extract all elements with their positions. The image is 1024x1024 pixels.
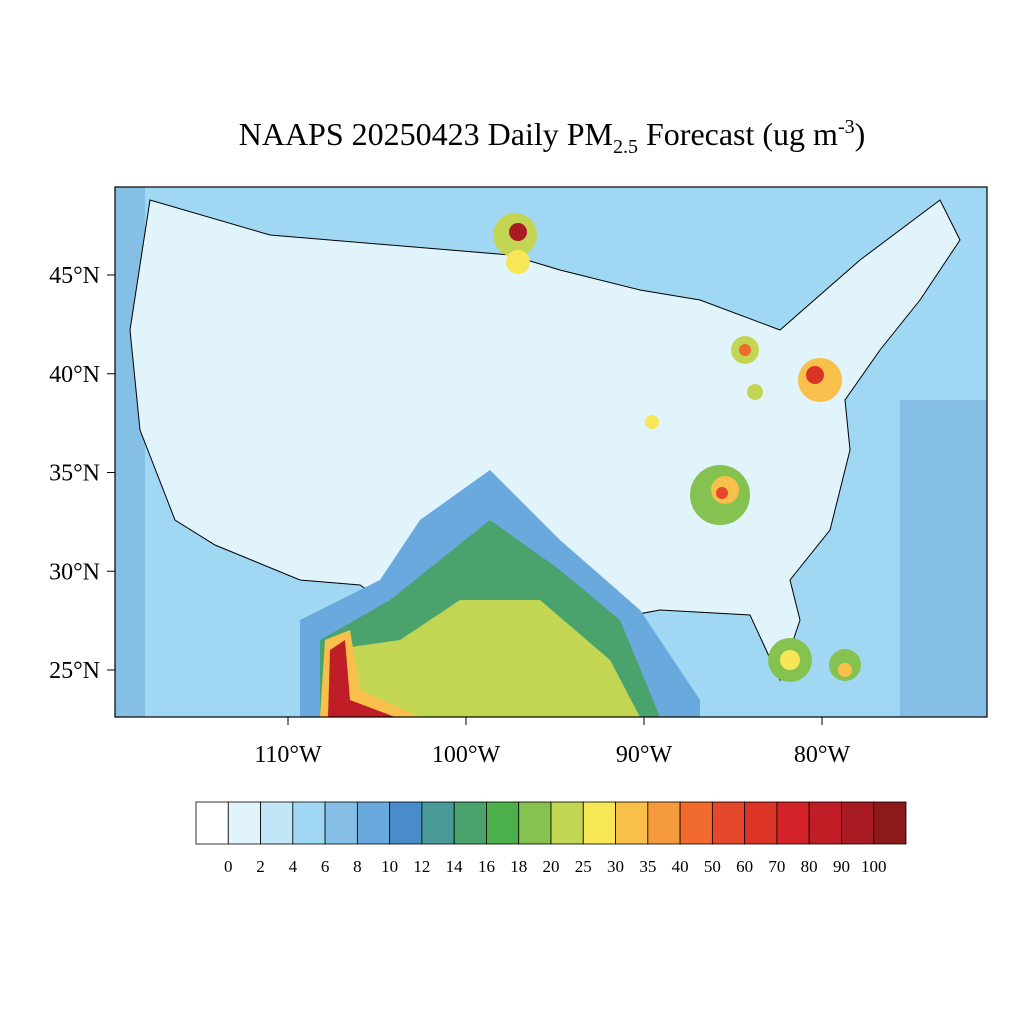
colorbar-label: 100 — [861, 857, 887, 876]
colorbar-label: 20 — [543, 857, 560, 876]
colorbar-box — [841, 801, 875, 845]
title-text: Forecast (ug m — [638, 116, 838, 152]
lon-tick-label: 90°W — [616, 742, 673, 768]
map-frame — [114, 186, 988, 718]
lat-tick-label: 30°N — [49, 559, 100, 585]
colorbar-box — [647, 801, 681, 845]
colorbar-box — [389, 801, 423, 845]
colorbar-label: 80 — [801, 857, 818, 876]
lat-tick-label: 25°N — [49, 658, 100, 684]
lat-tick-label: 40°N — [49, 362, 100, 388]
lat-tick-label: 35°N — [49, 461, 100, 487]
title: NAAPS 20250423 Daily PM2.5 Forecast (ug … — [239, 116, 866, 158]
colorbar-label: 10 — [381, 857, 398, 876]
title-sub: 2.5 — [613, 136, 638, 158]
colorbar-label: 35 — [639, 857, 656, 876]
colorbar-box — [873, 801, 907, 845]
colorbar-box — [227, 801, 261, 845]
colorbar-label: 0 — [224, 857, 233, 876]
colorbar-label: 40 — [672, 857, 689, 876]
colorbar-box — [582, 801, 616, 845]
colorbar-label: 6 — [321, 857, 330, 876]
colorbar-box — [292, 801, 326, 845]
colorbar-label: 4 — [289, 857, 298, 876]
colorbar-label: 16 — [478, 857, 495, 876]
colorbar-label: 60 — [736, 857, 753, 876]
hotspots — [493, 213, 861, 682]
colorbar-box — [260, 801, 294, 845]
colorbar-box — [486, 801, 520, 845]
colorbar-box — [356, 801, 391, 845]
title-sup: -3 — [838, 116, 855, 138]
colorbar-label: 18 — [510, 857, 527, 876]
colorbar-box — [518, 801, 552, 845]
lat-tick-label: 45°N — [49, 263, 100, 289]
colorbar-label: 30 — [607, 857, 624, 876]
colorbar-label: 70 — [768, 857, 785, 876]
title-text: NAAPS 20250423 Daily PM — [239, 116, 613, 152]
map-field — [115, 187, 987, 717]
colorbar: 0 2 4 6 8 10 12 14 16 18 20 25 30 35 40 50 60 70 80 90 100 — [195, 801, 907, 876]
colorbar-label: 50 — [704, 857, 721, 876]
colorbar-box — [324, 801, 358, 845]
colorbar-box — [615, 801, 649, 845]
colorbar-box — [453, 801, 487, 845]
colorbar-box — [744, 801, 778, 845]
colorbar-label: 8 — [353, 857, 362, 876]
colorbar-box — [711, 801, 746, 845]
colorbar-label: 14 — [446, 857, 464, 876]
title-text: ) — [855, 116, 866, 152]
colorbar-label: 12 — [413, 857, 430, 876]
axes: 25°N 30°N 35°N 40°N 45°N 110°W 100°W 90°W 80°W — [49, 263, 850, 768]
colorbar-box — [679, 801, 713, 845]
lon-tick-label: 110°W — [254, 742, 322, 768]
colorbar-box — [550, 801, 584, 845]
colorbar-box — [195, 801, 229, 845]
colorbar-label: 2 — [256, 857, 265, 876]
colorbar-label: 25 — [575, 857, 592, 876]
colorbar-box — [776, 801, 810, 845]
colorbar-label: 90 — [833, 857, 850, 876]
lon-tick-label: 100°W — [432, 742, 501, 768]
lon-tick-label: 80°W — [794, 742, 851, 768]
colorbar-box — [808, 801, 842, 845]
colorbar-box — [421, 801, 455, 845]
